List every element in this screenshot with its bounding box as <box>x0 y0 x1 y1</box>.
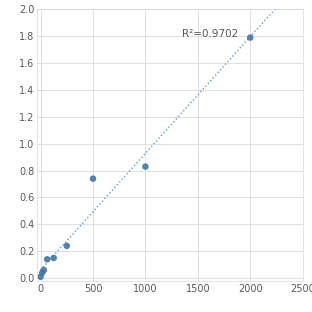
Text: R²=0.9702: R²=0.9702 <box>182 28 238 39</box>
Point <box>51 256 56 261</box>
Point <box>64 243 69 248</box>
Point <box>40 270 45 275</box>
Point <box>41 268 46 273</box>
Point <box>90 176 95 181</box>
Point <box>45 257 50 262</box>
Point <box>38 274 43 279</box>
Point <box>143 164 148 169</box>
Point <box>248 35 253 40</box>
